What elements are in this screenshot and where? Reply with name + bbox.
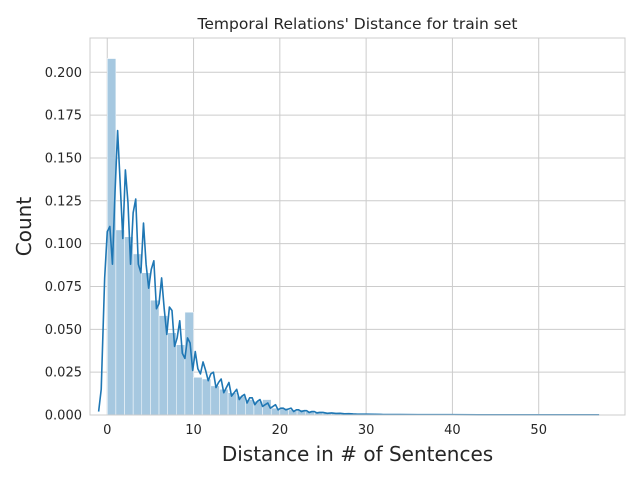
histogram-bar <box>236 395 246 416</box>
histogram-bar <box>141 272 151 416</box>
histogram-bar <box>150 299 160 416</box>
kde-curve-group <box>97 129 600 416</box>
x-tick-label: 40 <box>444 423 461 438</box>
chart-title: Temporal Relations' Distance for train s… <box>197 15 518 33</box>
x-tick-label: 30 <box>358 423 375 438</box>
histogram-bar <box>132 253 143 416</box>
y-tick-label: 0.200 <box>45 66 82 81</box>
y-tick-label: 0.000 <box>45 409 82 424</box>
y-tick-label: 0.075 <box>45 280 82 295</box>
x-tick-label: 20 <box>272 423 289 438</box>
y-axis-label: Count <box>12 197 36 257</box>
x-tick-labels: 0 10 20 30 40 50 <box>103 423 547 438</box>
histogram-bar <box>193 377 203 416</box>
y-tick-labels: 0.000 0.025 0.050 0.075 0.100 0.125 0.150 0.175… <box>45 66 82 424</box>
y-tick-label: 0.050 <box>45 323 82 338</box>
kde-line <box>97 129 600 416</box>
x-tick-label: 10 <box>185 423 202 438</box>
x-axis-label: Distance in # of Sentences <box>222 442 493 466</box>
histogram-bar <box>201 378 212 416</box>
y-tick-label: 0.175 <box>45 109 82 124</box>
x-tick-label: 50 <box>530 423 547 438</box>
y-tick-label: 0.125 <box>45 194 82 209</box>
histogram-bar <box>124 236 134 416</box>
y-tick-label: 0.025 <box>45 366 82 381</box>
histogram-bar <box>107 58 117 416</box>
y-tick-label: 0.150 <box>45 151 82 166</box>
histogram-bar <box>210 385 220 416</box>
y-tick-label: 0.100 <box>45 237 82 252</box>
plot-frame <box>89 37 626 416</box>
histogram-bar <box>115 229 125 416</box>
x-tick-label: 0 <box>103 423 111 438</box>
